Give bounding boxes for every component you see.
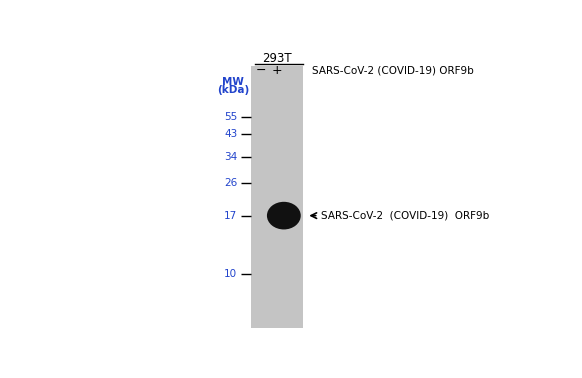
Text: 17: 17 xyxy=(224,211,237,221)
Text: −: − xyxy=(256,64,267,77)
Ellipse shape xyxy=(267,202,301,229)
Text: 293T: 293T xyxy=(262,52,292,65)
Text: (kDa): (kDa) xyxy=(217,85,249,96)
Text: +: + xyxy=(272,64,282,77)
Text: 43: 43 xyxy=(224,129,237,139)
Text: SARS-CoV-2  (COVID-19)  ORF9b: SARS-CoV-2 (COVID-19) ORF9b xyxy=(321,211,489,221)
Bar xyxy=(251,66,303,328)
Text: MW: MW xyxy=(222,77,244,87)
Text: 55: 55 xyxy=(224,112,237,122)
Text: SARS-CoV-2 (COVID-19) ORF9b: SARS-CoV-2 (COVID-19) ORF9b xyxy=(312,65,474,75)
Text: 10: 10 xyxy=(224,269,237,279)
Text: 34: 34 xyxy=(224,152,237,161)
Text: 26: 26 xyxy=(224,178,237,188)
